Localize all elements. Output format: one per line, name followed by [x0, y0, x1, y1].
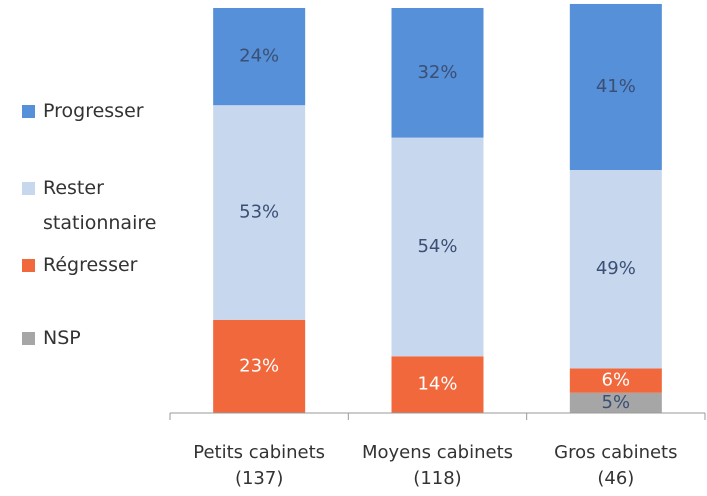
legend-label: Rester stationnaire: [43, 177, 157, 234]
legend-swatch: [22, 332, 35, 345]
legend-label: NSP: [43, 327, 81, 349]
data-label: 24%: [239, 46, 279, 67]
bar-segment: [569, 392, 662, 413]
legend-item: NSP: [22, 321, 197, 356]
bar-segment: [391, 8, 484, 138]
bar-segment: [213, 8, 306, 106]
bar-segment: [213, 105, 306, 320]
data-label: 5%: [602, 392, 631, 413]
x-tick-label: Petits cabinets: [193, 442, 325, 463]
data-label: 53%: [239, 202, 279, 223]
x-tick-label: Gros cabinets: [554, 442, 677, 463]
legend-item: Progresser: [22, 94, 197, 129]
data-label: 41%: [596, 76, 636, 97]
legend-swatch: [22, 182, 35, 195]
x-tick-label: (46): [597, 468, 634, 489]
data-label: 23%: [239, 355, 279, 376]
bar-segment: [569, 3, 662, 171]
data-label: 6%: [602, 370, 631, 391]
data-label: 32%: [417, 62, 457, 83]
legend-swatch: [22, 259, 35, 272]
bar-segment: [391, 137, 484, 357]
data-label: 14%: [417, 374, 457, 395]
legend-swatch: [22, 105, 35, 118]
bar-segment: [213, 319, 306, 413]
x-tick-label: Moyens cabinets: [362, 442, 513, 463]
x-tick-label: (118): [413, 468, 461, 489]
data-label: 49%: [596, 258, 636, 279]
bar-segment: [569, 368, 662, 393]
data-label: 54%: [417, 236, 457, 257]
legend-item: Régresser: [22, 248, 197, 283]
legend-item: Rester stationnaire: [22, 171, 182, 241]
legend-label: Régresser: [43, 254, 138, 276]
bar-segment: [391, 356, 484, 413]
x-tick-label: (137): [235, 468, 283, 489]
legend-label: Progresser: [43, 100, 144, 122]
bar-segment: [569, 170, 662, 369]
